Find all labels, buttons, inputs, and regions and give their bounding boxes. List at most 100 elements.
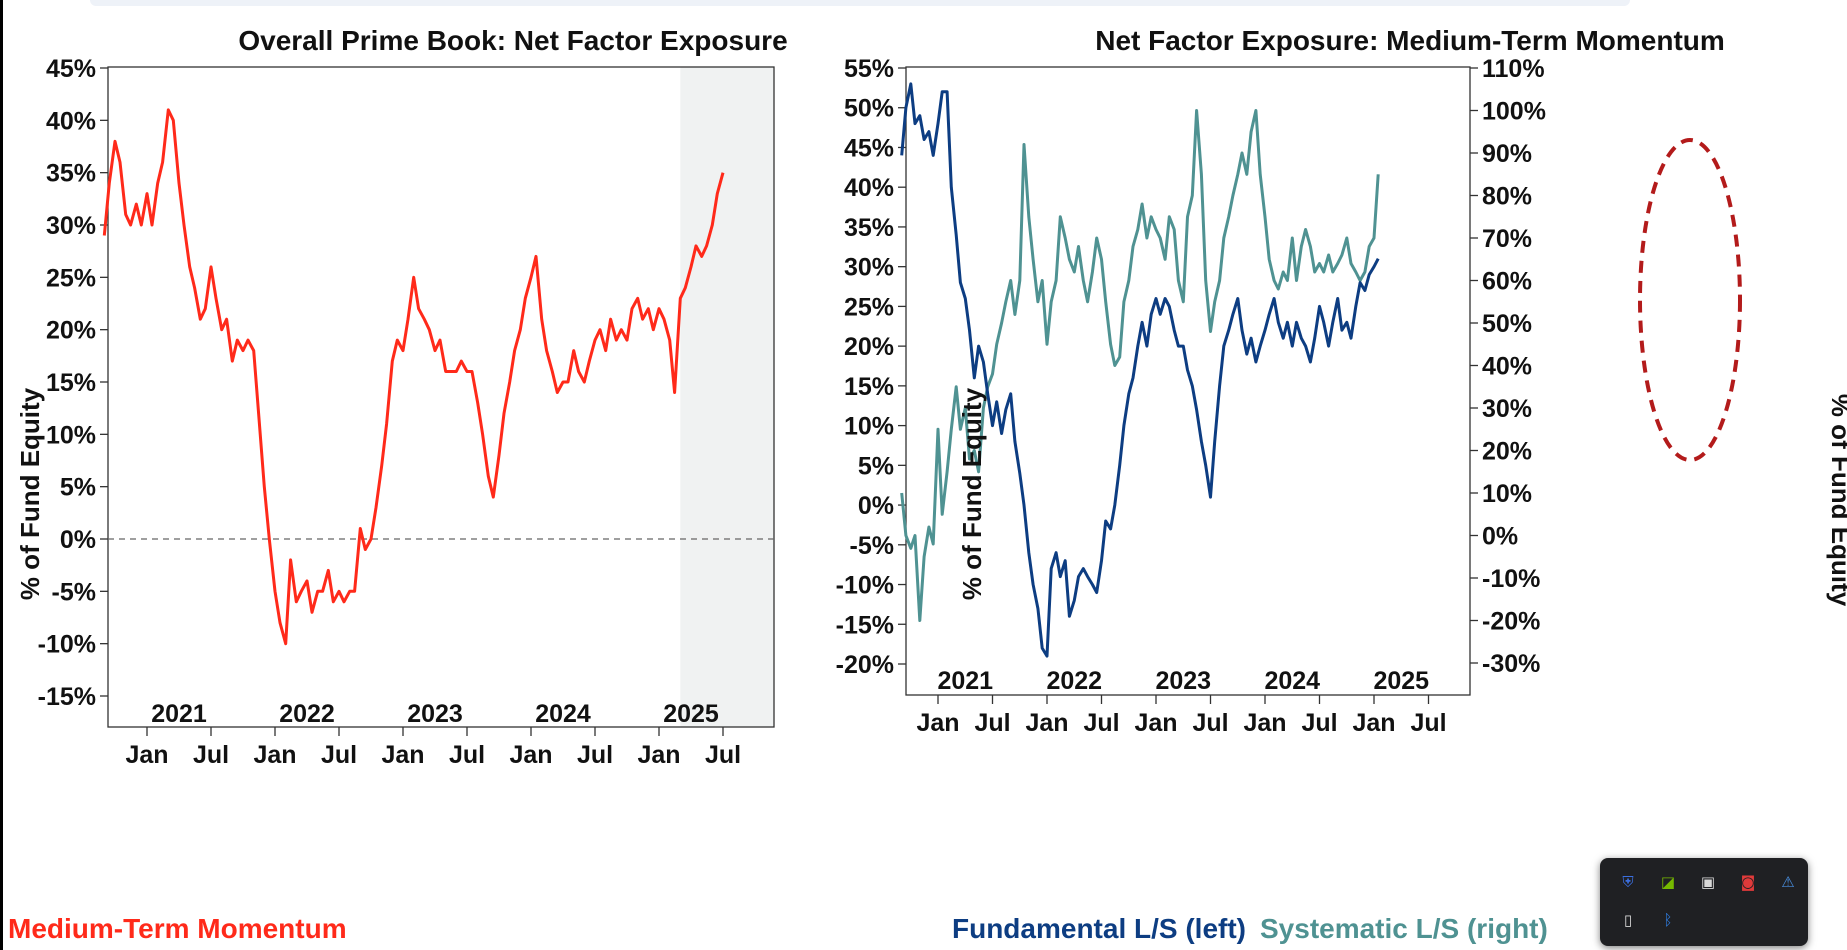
chart2-left-y-tick-label: 45% [844,134,894,162]
chart2-x-tick-label: Jul [1301,709,1337,737]
chart1-y-ticks: 45% 40% 35% 30% 25% 20% 15% 10% 5% 0% -5% -10% -15% [38,55,108,711]
chart1-y-tick-label: 10% [46,421,96,449]
chart2-left-y-axis-label: % of Fund Equity [957,387,987,600]
chart2-left-y-tick-label: 5% [858,452,894,480]
chart2-year-label: 2024 [1264,667,1320,695]
chart1-y-tick-label: -15% [38,683,96,711]
chart-overall-prime-book: 45%40%35%30%25%20%15%10%5%0%-5%-10%-15% … [8,25,788,944]
chart1-x-tick-label: Jul [705,741,741,769]
chart2-left-y-tick-label: -20% [836,651,894,679]
chart2-x-tick-label: Jul [974,709,1010,737]
chart2-right-y-tick-label: -20% [1482,608,1540,636]
chart1-legend-medium-term-momentum: Medium-Term Momentum [8,913,347,944]
chart1-title: Overall Prime Book: Net Factor Exposure [238,25,787,56]
chart-medium-term-momentum: 55% 50% 45% 40% 35% 30% 25% 20% 15% 10% 5% 0% -5% -10… [836,25,1847,944]
chart2-left-y-tick-label: 55% [844,55,894,83]
chart2-left-y-tick-label: 0% [858,492,894,520]
chart1-y-tick-label: 15% [46,369,96,397]
chart2-right-y-ticks: 110% 100% 90% 80% 70% 60% 50% 40% 30% 20% 10% 0% -10… [1470,55,1546,678]
chart2-legend-systematic-ls: Systematic L/S (right) [1260,913,1548,944]
chart2-left-y-tick-label: 10% [844,413,894,441]
chart2-x-ticks: Jan Jul Jan Jul Jan Jul Jan Jul Jan Jul [916,695,1447,737]
chart2-right-y-tick-label: 40% [1482,353,1532,381]
chart2-left-y-tick-label: 30% [844,254,894,282]
chart1-x-tick-label: Jul [577,741,613,769]
chart2-left-y-tick-label: 40% [844,174,894,202]
chart1-y-tick-label: 5% [60,474,96,502]
chart2-plot-frame [905,66,1471,696]
chart1-y-tick-label: 45% [46,55,96,83]
chart1-y-tick-label: 40% [46,107,96,135]
series-systematic-ls [900,109,1380,622]
chart1-year-label: 2022 [279,700,335,728]
chart2-legend-fundamental-ls: Fundamental L/S (left) [952,913,1246,944]
chart1-y-tick-label: -10% [38,631,96,659]
chart2-x-tick-label: Jan [1025,709,1068,737]
chart2-right-y-tick-label: -10% [1482,565,1540,593]
chart2-right-y-axis-label: % of Fund Equity [1826,394,1847,607]
chart2-right-y-tick-label: 0% [1482,523,1518,551]
chart2-highlight-ellipse [1638,138,1742,462]
chart1-x-tick-label: Jul [193,741,229,769]
chart1-shaded-region [680,67,774,727]
chart2-x-tick-label: Jan [1134,709,1177,737]
chart2-year-label: 2022 [1046,667,1102,695]
chart2-left-y-tick-label: 50% [844,95,894,123]
chart2-right-y-tick-label: 30% [1482,395,1532,423]
antivirus-icon[interactable]: ◙ [1740,873,1756,891]
chart2-x-tick-label: Jan [1352,709,1395,737]
chart1-year-label: 2025 [663,700,719,728]
chart1-y-tick-label: 30% [46,212,96,240]
chart2-right-y-tick-label: 60% [1482,268,1532,296]
chart2-right-y-tick-label: 110% [1482,55,1545,83]
series-medium-term-momentum [102,108,725,646]
browser-top-bar [90,0,1630,6]
chart1-y-axis-label: % of Fund Equity [15,387,45,600]
nvidia-icon[interactable]: ◪ [1660,873,1676,891]
chart2-right-y-tick-label: 90% [1482,140,1532,168]
chart2-x-tick-label: Jan [1243,709,1286,737]
chart2-year-label: 2023 [1155,667,1211,695]
chart1-x-ticks: Jan Jul Jan Jul Jan Jul Jan Jul Jan Jul [125,727,741,769]
chart2-left-y-tick-label: 35% [844,214,894,242]
chart1-y-tick-label: -5% [52,578,96,606]
chart1-x-tick-label: Jan [125,741,168,769]
chart2-left-y-tick-label: -10% [836,572,894,600]
chart1-x-tick-label: Jan [253,741,296,769]
usb-drive-icon[interactable]: ▯ [1623,911,1633,929]
bluetooth-icon[interactable]: ᛒ [1663,911,1673,929]
chart2-left-y-tick-label: 25% [844,293,894,321]
chart2-right-y-tick-label: 80% [1482,183,1532,211]
window-left-edge [0,0,3,950]
chart2-left-y-tick-label: 15% [844,373,894,401]
monitor-icon[interactable]: ▣ [1700,873,1716,891]
chart1-x-tick-label: Jan [381,741,424,769]
chart1-x-tick-label: Jan [509,741,552,769]
chart1-plot-frame [107,66,775,728]
defender-warning-icon[interactable]: ⚠ [1781,873,1795,891]
chart1-year-label: 2024 [535,700,591,728]
chart2-x-tick-label: Jul [1192,709,1228,737]
chart2-right-y-tick-label: 50% [1482,310,1532,338]
chart2-title: Net Factor Exposure: Medium-Term Momentu… [1095,25,1725,56]
chart2-right-y-tick-label: 20% [1482,438,1532,466]
chart2-left-y-ticks: 55% 50% 45% 40% 35% 30% 25% 20% 15% 10% 5% 0% -5% -10… [836,55,906,679]
chart2-year-labels: 2021 2022 2023 2024 2025 [937,667,1429,695]
chart1-y-tick-label: 35% [46,160,96,188]
chart2-right-y-tick-label: 100% [1482,98,1546,126]
series-fundamental-ls [900,82,1380,658]
shield-icon[interactable]: ⛨ [1622,873,1634,891]
chart2-left-y-tick-label: -5% [850,532,894,560]
chart2-right-y-tick-label: 70% [1482,225,1532,253]
chart1-y-tick-label: 25% [46,264,96,292]
chart1-year-labels: 2021 2022 2023 2024 2025 [151,700,719,728]
chart2-year-label: 2025 [1373,667,1429,695]
chart1-x-tick-label: Jul [449,741,485,769]
chart2-right-y-tick-label: -30% [1482,650,1540,678]
system-tray-popup[interactable]: ⛨ ◪ ▣ ◙ ⚠ ▯ ᛒ [1600,858,1808,946]
chart2-left-y-tick-label: -15% [836,611,894,639]
chart1-year-label: 2023 [407,700,463,728]
chart2-left-y-tick-label: 20% [844,333,894,361]
chart2-right-y-tick-label: 10% [1482,480,1532,508]
